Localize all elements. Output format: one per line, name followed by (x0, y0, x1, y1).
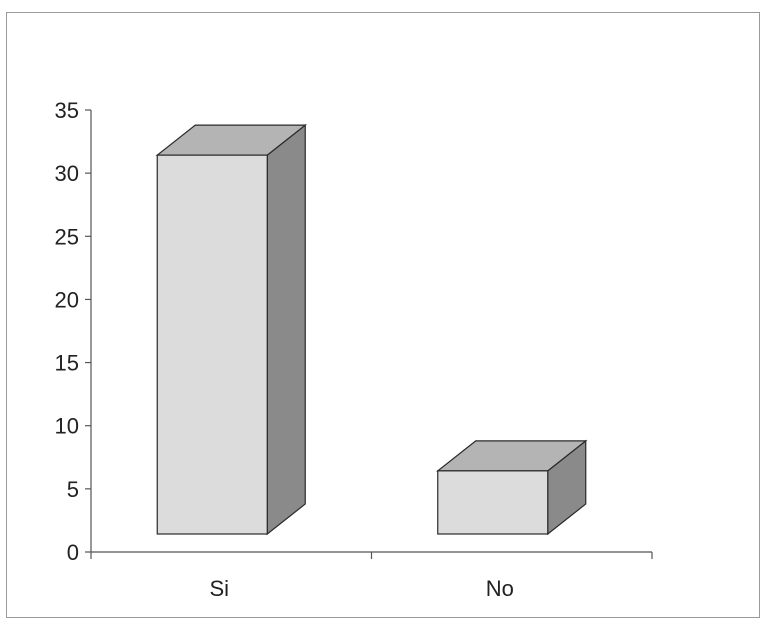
chart-frame (6, 12, 760, 618)
bar-side-face (266, 123, 306, 536)
bar-si (155, 123, 307, 536)
y-tick-label: 20 (55, 287, 79, 312)
bar-no (436, 439, 588, 536)
axes (85, 109, 653, 559)
labels: 0 5 10 15 20 25 30 35 Si No (55, 98, 514, 601)
y-tick-label: 25 (55, 224, 79, 249)
bars (155, 123, 588, 536)
bar-front-face (156, 154, 268, 535)
x-category-label: No (486, 576, 514, 601)
y-tick-label: 5 (67, 477, 79, 502)
bar-front-face (437, 470, 549, 535)
y-tick-label: 30 (55, 161, 79, 186)
y-tick-label: 35 (55, 98, 79, 123)
y-tick-label: 0 (67, 540, 79, 565)
y-tick-label: 10 (55, 414, 79, 439)
x-category-label: Si (209, 576, 229, 601)
y-tick-label: 15 (55, 351, 79, 376)
